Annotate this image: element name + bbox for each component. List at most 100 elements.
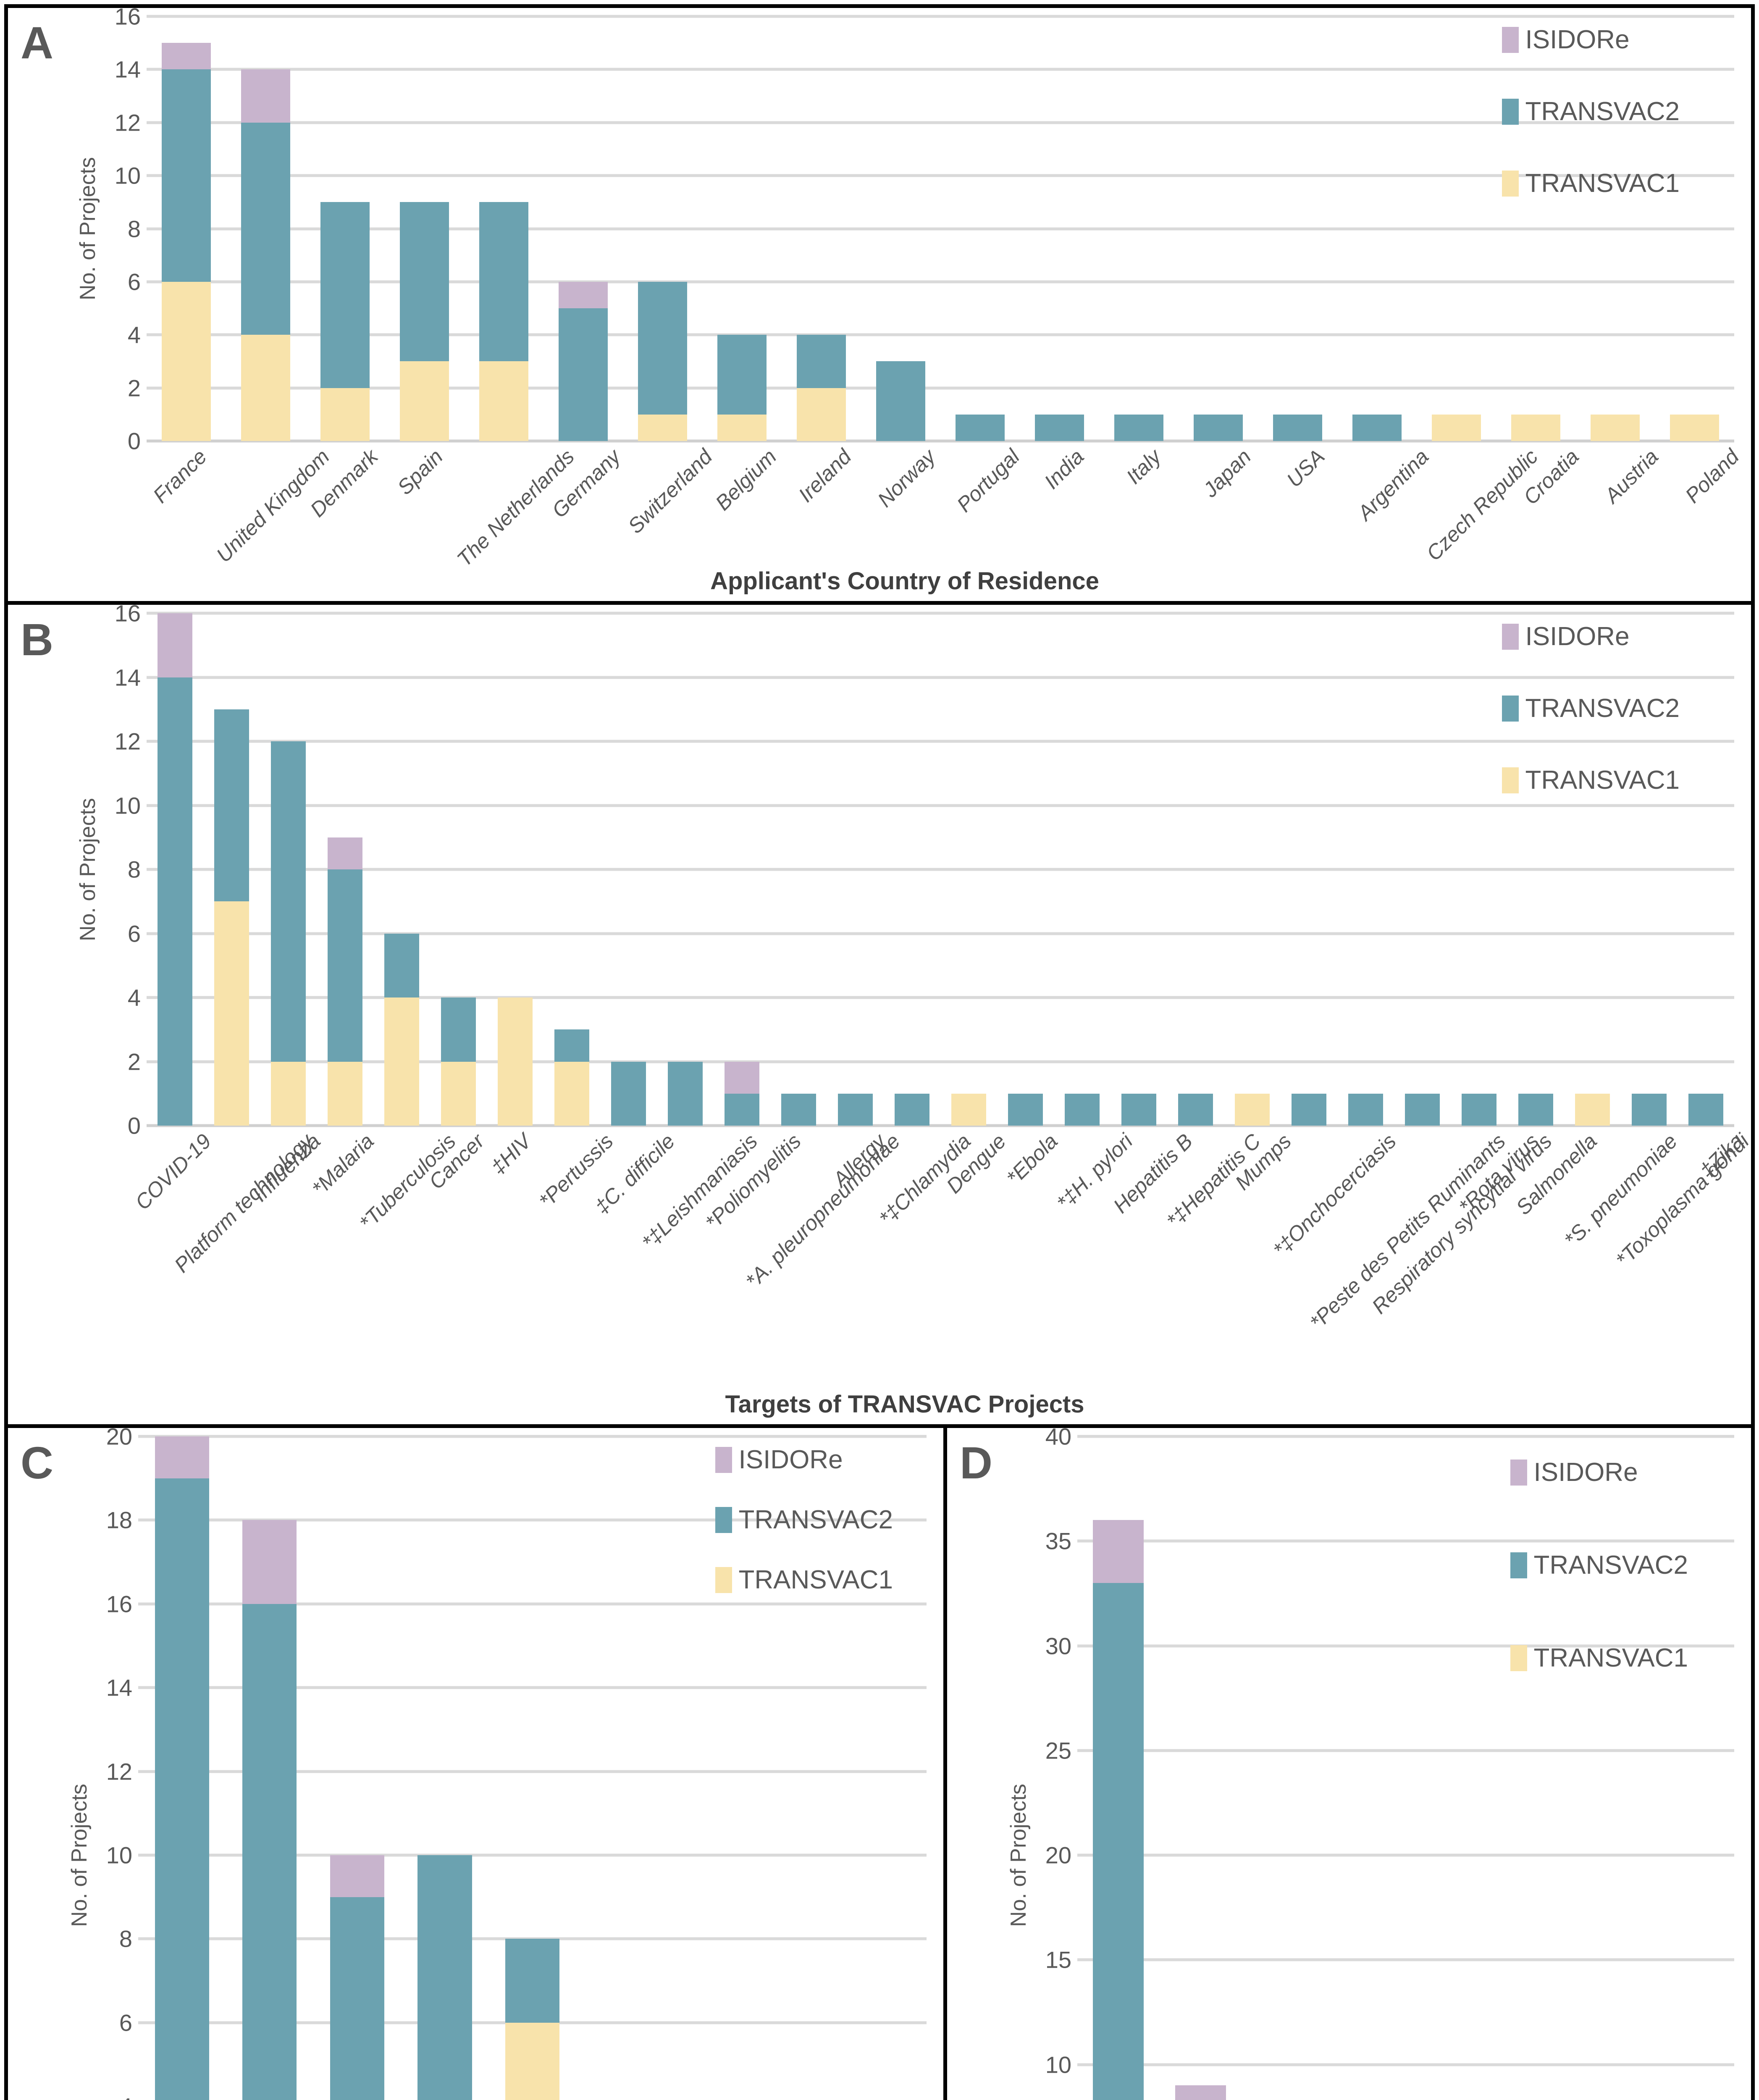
x-tick-slot: *‡Leishmaniasis bbox=[637, 1126, 762, 1390]
bar--rota-virus[interactable] bbox=[1451, 613, 1507, 1126]
bar-cancer[interactable] bbox=[430, 613, 487, 1126]
bar--toxoplasma-gondi[interactable] bbox=[1621, 613, 1678, 1126]
bar-salmonella[interactable] bbox=[1507, 613, 1564, 1126]
legend-item-isidore[interactable]: ISIDORe bbox=[1510, 1457, 1688, 1487]
legend-item-transvac1[interactable]: TRANSVAC1 bbox=[1502, 765, 1680, 795]
legend-item-transvac2[interactable]: TRANSVAC2 bbox=[1510, 1550, 1688, 1580]
bar-india[interactable] bbox=[1020, 16, 1099, 441]
legend-label: TRANSVAC2 bbox=[1533, 1551, 1688, 1580]
bar-segment-transvac2 bbox=[417, 1855, 472, 2100]
bar-segment-transvac2 bbox=[837, 1093, 873, 1126]
bar-platform-technology[interactable] bbox=[203, 613, 260, 1126]
panel-c-y-axis-title: No. of Projects bbox=[67, 1783, 92, 1927]
bar-the-netherlands[interactable] bbox=[464, 16, 543, 441]
bar-denmark[interactable] bbox=[305, 16, 385, 441]
bar--s-pneumoniae[interactable] bbox=[1564, 613, 1621, 1126]
legend-item-isidore[interactable]: ISIDORe bbox=[1502, 25, 1680, 55]
bar--chlamydia[interactable] bbox=[884, 613, 940, 1126]
bar-intramuscular[interactable] bbox=[1077, 1436, 1160, 2100]
bar-mumps[interactable] bbox=[1224, 613, 1281, 1126]
bar--zika[interactable] bbox=[1678, 613, 1734, 1126]
bar-segment-transvac1 bbox=[1511, 414, 1561, 441]
bar--hepatitis-c[interactable] bbox=[1167, 613, 1224, 1126]
legend-item-transvac1[interactable]: TRANSVAC1 bbox=[1502, 168, 1680, 198]
legend-item-transvac2[interactable]: TRANSVAC2 bbox=[1502, 97, 1680, 126]
bar-omv[interactable] bbox=[576, 1436, 664, 2100]
bar-segment-isidore bbox=[327, 837, 363, 869]
bar--tuberculosis[interactable] bbox=[373, 613, 430, 1126]
bar-segment-transvac2 bbox=[1193, 414, 1243, 441]
panel-d-letter: D bbox=[960, 1437, 992, 1488]
bar-norway[interactable] bbox=[861, 16, 940, 441]
bar--h-pylori[interactable] bbox=[1054, 613, 1111, 1126]
bar-france[interactable] bbox=[147, 16, 226, 441]
bar--poliomyelitis[interactable] bbox=[714, 613, 770, 1126]
x-tick-slot: *A. pleuropneumoniae bbox=[741, 1126, 904, 1390]
bar-japan[interactable] bbox=[1179, 16, 1258, 441]
x-tick-slot: COVID-19 bbox=[121, 1126, 216, 1390]
bar-covid-19[interactable] bbox=[147, 613, 203, 1126]
bar-spain[interactable] bbox=[385, 16, 464, 441]
bar-vlp-nanoparticle[interactable] bbox=[226, 1436, 314, 2100]
bar--a-pleuropneumoniae[interactable] bbox=[770, 613, 827, 1126]
bar-united-kingdom[interactable] bbox=[226, 16, 305, 441]
bar--leishmaniasis[interactable] bbox=[657, 613, 714, 1126]
bar-allergy[interactable] bbox=[827, 613, 884, 1126]
bar-intradermal[interactable] bbox=[1242, 1436, 1324, 2100]
bar-usa[interactable] bbox=[1258, 16, 1337, 441]
bar-germany[interactable] bbox=[543, 16, 623, 441]
bar-segment-transvac2 bbox=[1273, 414, 1323, 441]
bar-segment-transvac2 bbox=[1093, 1583, 1144, 2100]
bar-croatia[interactable] bbox=[1496, 16, 1575, 441]
bar-attenuated[interactable] bbox=[488, 1436, 576, 2100]
bar-portugal[interactable] bbox=[940, 16, 1020, 441]
legend-label: TRANSVAC2 bbox=[738, 1505, 893, 1534]
bar-subcutaneous[interactable] bbox=[1324, 1436, 1406, 2100]
gridline bbox=[1077, 1958, 1734, 1961]
bar-oral[interactable] bbox=[1406, 1436, 1488, 2100]
bar-poland[interactable] bbox=[1655, 16, 1734, 441]
bar--ebola[interactable] bbox=[997, 613, 1054, 1126]
legend-label: TRANSVAC2 bbox=[1525, 97, 1680, 126]
bar--onchocerciasis[interactable] bbox=[1281, 613, 1337, 1126]
legend-item-isidore[interactable]: ISIDORe bbox=[715, 1445, 893, 1475]
bar-ireland[interactable] bbox=[782, 16, 861, 441]
bar-influenza[interactable] bbox=[260, 613, 317, 1126]
bar-hepatitis-b[interactable] bbox=[1111, 613, 1167, 1126]
bar-italy[interactable] bbox=[1099, 16, 1179, 441]
bar-belgium[interactable] bbox=[702, 16, 782, 441]
bar-dna[interactable] bbox=[401, 1436, 489, 2100]
legend-item-transvac1[interactable]: TRANSVAC1 bbox=[715, 1565, 893, 1595]
bar-intranasal[interactable] bbox=[1160, 1436, 1242, 2100]
x-axis-tick-label: Spain bbox=[393, 444, 448, 499]
bar--c-difficile[interactable] bbox=[600, 613, 657, 1126]
legend-item-transvac1[interactable]: TRANSVAC1 bbox=[1510, 1643, 1688, 1673]
bar--malaria[interactable] bbox=[317, 613, 373, 1126]
bar-argentina[interactable] bbox=[1337, 16, 1417, 441]
bar--peste-des-petits-ruminants[interactable] bbox=[1337, 613, 1394, 1126]
bar-austria[interactable] bbox=[1575, 16, 1655, 441]
bar-segment-transvac2 bbox=[638, 281, 688, 415]
bar-respiratory-syncytial-virus[interactable] bbox=[1394, 613, 1451, 1126]
bar--hiv[interactable] bbox=[487, 613, 543, 1126]
legend-swatch-transvac2-icon bbox=[715, 1507, 732, 1533]
x-tick-slot: *Pertussis bbox=[525, 1126, 618, 1390]
panel-a-y-axis-title: No. of Projects bbox=[76, 157, 100, 301]
gridline bbox=[1077, 1539, 1734, 1543]
bar-switzerland[interactable] bbox=[623, 16, 702, 441]
legend-item-isidore[interactable]: ISIDORe bbox=[1502, 622, 1680, 651]
legend-item-transvac2[interactable]: TRANSVAC2 bbox=[1502, 693, 1680, 723]
bar-viral-vector[interactable] bbox=[313, 1436, 401, 2100]
bar-czech-republic[interactable] bbox=[1417, 16, 1496, 441]
bar--pertussis[interactable] bbox=[543, 613, 600, 1126]
bar-subunit[interactable] bbox=[138, 1436, 226, 2100]
bar-segment-transvac2 bbox=[724, 1093, 760, 1126]
bar-segment-transvac2 bbox=[441, 998, 476, 1062]
legend-item-transvac2[interactable]: TRANSVAC2 bbox=[715, 1505, 893, 1535]
bar-dengue[interactable] bbox=[940, 613, 997, 1126]
x-tick-slot: ‡C. difficile bbox=[582, 1126, 680, 1390]
bar-segment-transvac1 bbox=[505, 2022, 560, 2100]
panel-a-legend: ISIDORe TRANSVAC2 TRANSVAC1 bbox=[1502, 25, 1680, 198]
bar-segment-transvac2 bbox=[1064, 1093, 1100, 1126]
y-axis-tick-label: 0 bbox=[127, 428, 141, 454]
